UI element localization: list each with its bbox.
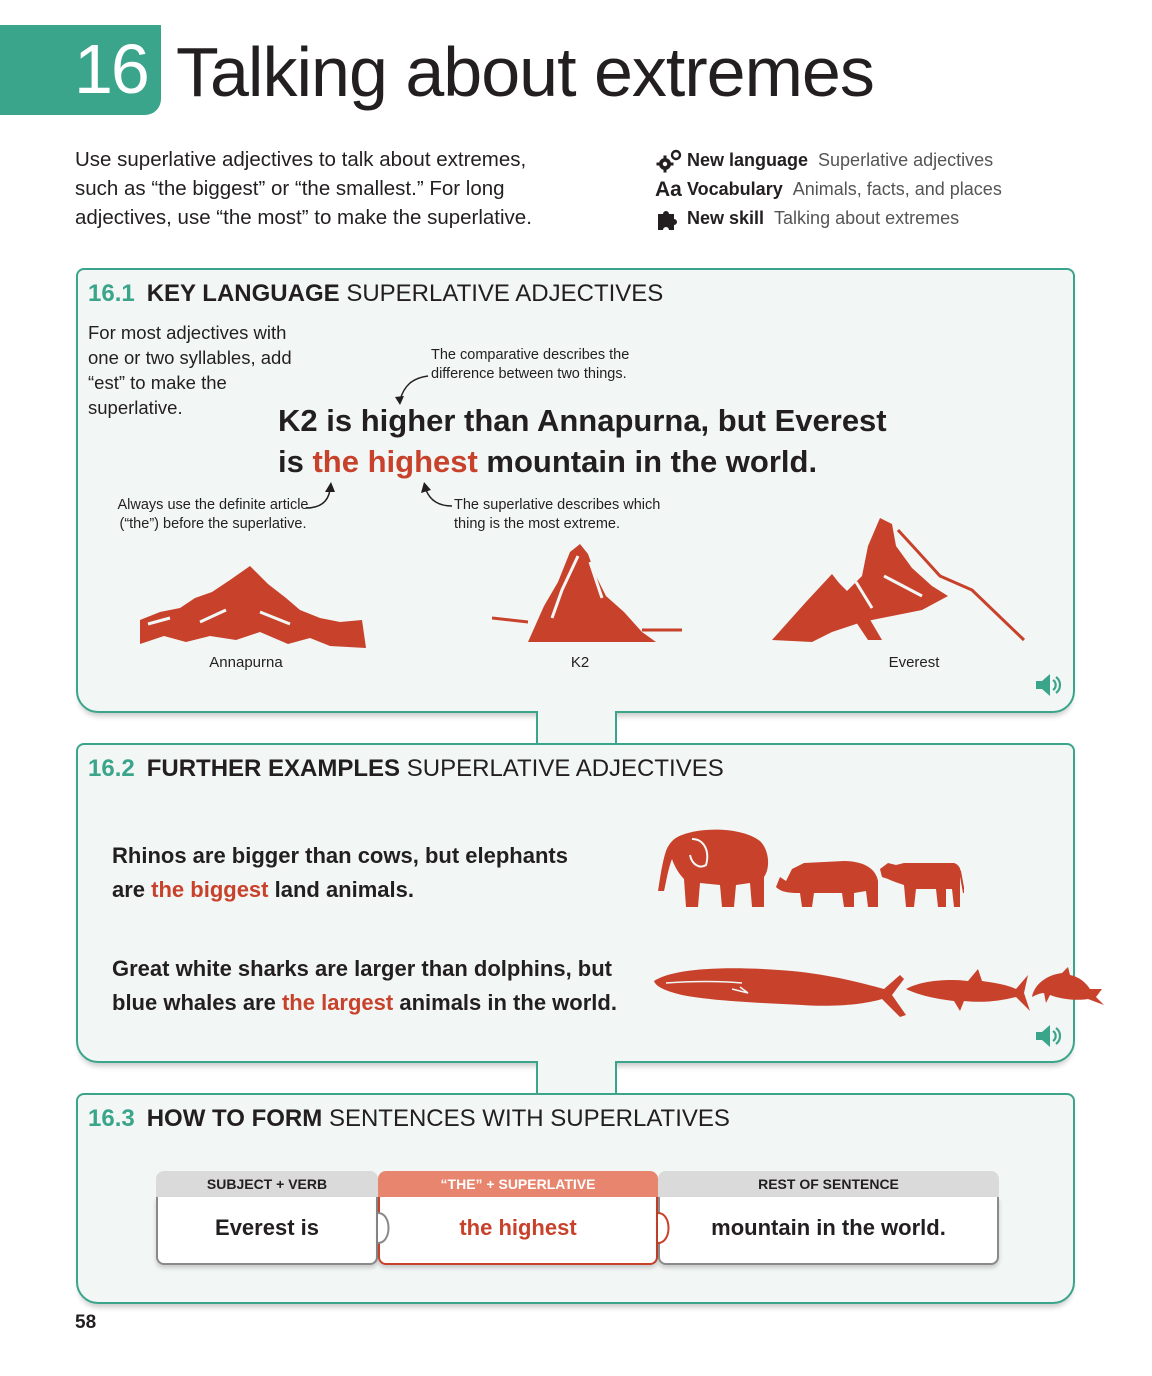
sentence-part: is xyxy=(278,444,313,479)
panel-connector xyxy=(536,711,617,745)
sentence-part: animals in the world. xyxy=(393,990,617,1015)
section-key-language: 16.1 KEY LANGUAGE SUPERLATIVE ADJECTIVES … xyxy=(76,268,1075,713)
meta-value: Animals, facts, and places xyxy=(792,179,1002,199)
section-further-examples: 16.2 FURTHER EXAMPLES SUPERLATIVE ADJECTI… xyxy=(76,743,1104,1063)
section-number: 16.2 xyxy=(88,755,135,782)
meta-label: Vocabulary xyxy=(687,179,783,199)
formula-header: “THE” + SUPERLATIVE xyxy=(378,1171,658,1197)
annapurna-mountain-icon xyxy=(140,566,366,648)
example-sentence-sea-animals: Great white sharks are larger than dolph… xyxy=(112,952,617,1020)
section-title-bold: KEY LANGUAGE xyxy=(146,280,340,307)
section-title-rest: SENTENCES WITH SUPERLATIVES xyxy=(328,1105,730,1132)
side-note: For most adjectives with one or two syll… xyxy=(88,322,292,418)
intro-text: Use superlative adjectives to talk about… xyxy=(75,148,532,229)
formula-value: mountain in the world. xyxy=(658,1197,999,1265)
superlative-highlight: the largest xyxy=(281,990,394,1015)
meta-new-skill: New skill Talking about extremes xyxy=(655,204,1135,233)
mountain-label-k2: K2 xyxy=(570,654,590,671)
key-sentence-line2: is the highest mountain in the world. xyxy=(278,441,887,482)
meta-label: New skill xyxy=(687,208,765,228)
meta-value: Superlative adjectives xyxy=(818,150,994,170)
formula-value: the highest xyxy=(378,1197,658,1265)
arrow-superlative-icon xyxy=(421,482,453,507)
example-sentence-animals: Rhinos are bigger than cows, but elephan… xyxy=(112,839,568,907)
chapter-meta: New language Superlative adjectives Aa V… xyxy=(655,146,1135,233)
section-title-bold: FURTHER EXAMPLES xyxy=(146,755,401,782)
key-sentence: K2 is higher than Annapurna, but Everest… xyxy=(278,400,887,482)
section-heading: 16.1 KEY LANGUAGE SUPERLATIVE ADJECTIVES xyxy=(88,280,663,308)
section-heading: 16.3 HOW TO FORM SENTENCES WITH SUPERLATI… xyxy=(88,1105,730,1133)
section-heading: 16.2 FURTHER EXAMPLES SUPERLATIVE ADJECTI… xyxy=(88,755,724,783)
formula-column-superlative: “THE” + SUPERLATIVE the highest xyxy=(378,1171,658,1265)
formula-header: SUBJECT + VERB xyxy=(156,1171,378,1197)
chapter-number: 16 xyxy=(74,30,150,108)
sentence-formula: SUBJECT + VERB Everest is “THE” + SUPERL… xyxy=(156,1171,999,1265)
meta-new-language: New language Superlative adjectives xyxy=(655,146,1135,175)
formula-header: REST OF SENTENCE xyxy=(658,1171,999,1197)
section-number: 16.1 xyxy=(88,280,135,307)
sentence-part: mountain in the world. xyxy=(477,444,818,479)
page-number: 58 xyxy=(75,1312,97,1333)
arrow-article-icon xyxy=(305,482,335,509)
sentence-part: land animals. xyxy=(268,877,414,902)
section-title-rest: SUPERLATIVE ADJECTIVES xyxy=(346,280,664,307)
arrow-comparative-icon xyxy=(395,375,429,405)
shark-icon xyxy=(906,969,1030,1011)
audio-speaker-icon[interactable] xyxy=(1034,1023,1064,1049)
chapter-tab xyxy=(0,25,161,115)
chapter-title: Talking about extremes xyxy=(176,33,875,111)
mountain-label-annapurna: Annapurna xyxy=(209,654,283,671)
mountain-label-everest: Everest xyxy=(888,654,940,671)
example-line: Great white sharks are larger than dolph… xyxy=(112,956,613,981)
elephant-icon xyxy=(658,829,769,907)
meta-label: New language xyxy=(687,150,809,170)
section-title-bold: HOW TO FORM xyxy=(146,1105,323,1132)
example-line: are the biggest land animals. xyxy=(112,873,568,907)
formula-column-rest: REST OF SENTENCE mountain in the world. xyxy=(658,1171,999,1265)
superlative-highlight: the highest xyxy=(312,444,478,479)
dolphin-icon xyxy=(1032,967,1104,1005)
everest-mountain-icon xyxy=(772,518,1026,642)
rhino-icon xyxy=(776,861,878,907)
superlative-highlight: the biggest xyxy=(151,877,269,902)
cow-icon xyxy=(880,863,964,907)
k2-mountain-icon xyxy=(492,544,682,642)
note-article: Always use the definite article (“the”) … xyxy=(117,497,309,532)
meta-value: Talking about extremes xyxy=(774,208,960,228)
sentence-part: are xyxy=(112,877,152,902)
puzzle-tab-icon xyxy=(657,1212,670,1244)
meta-vocabulary: Aa Vocabulary Animals, facts, and places xyxy=(655,175,1135,204)
audio-speaker-icon[interactable] xyxy=(1034,672,1064,698)
puzzle-icon xyxy=(655,206,687,232)
puzzle-tab-icon xyxy=(377,1212,390,1244)
section-title-rest: SUPERLATIVE ADJECTIVES xyxy=(406,755,724,782)
formula-column-subject: SUBJECT + VERB Everest is xyxy=(156,1171,378,1265)
note-superlative: The superlative describes which thing is… xyxy=(454,497,661,532)
note-comparative: The comparative describes the difference… xyxy=(431,347,630,382)
formula-value: Everest is xyxy=(156,1197,378,1265)
section-how-to-form: 16.3 HOW TO FORM SENTENCES WITH SUPERLATI… xyxy=(76,1093,1075,1304)
blue-whale-icon xyxy=(654,968,906,1017)
section-number: 16.3 xyxy=(88,1105,135,1132)
sentence-part: blue whales are xyxy=(112,990,282,1015)
key-sentence-line1: K2 is higher than Annapurna, but Everest xyxy=(278,403,887,438)
example-line: Rhinos are bigger than cows, but elephan… xyxy=(112,843,568,868)
panel-connector xyxy=(536,1061,617,1095)
example-line: blue whales are the largest animals in t… xyxy=(112,986,617,1020)
aa-icon: Aa xyxy=(655,177,682,201)
gears-icon xyxy=(655,148,687,174)
